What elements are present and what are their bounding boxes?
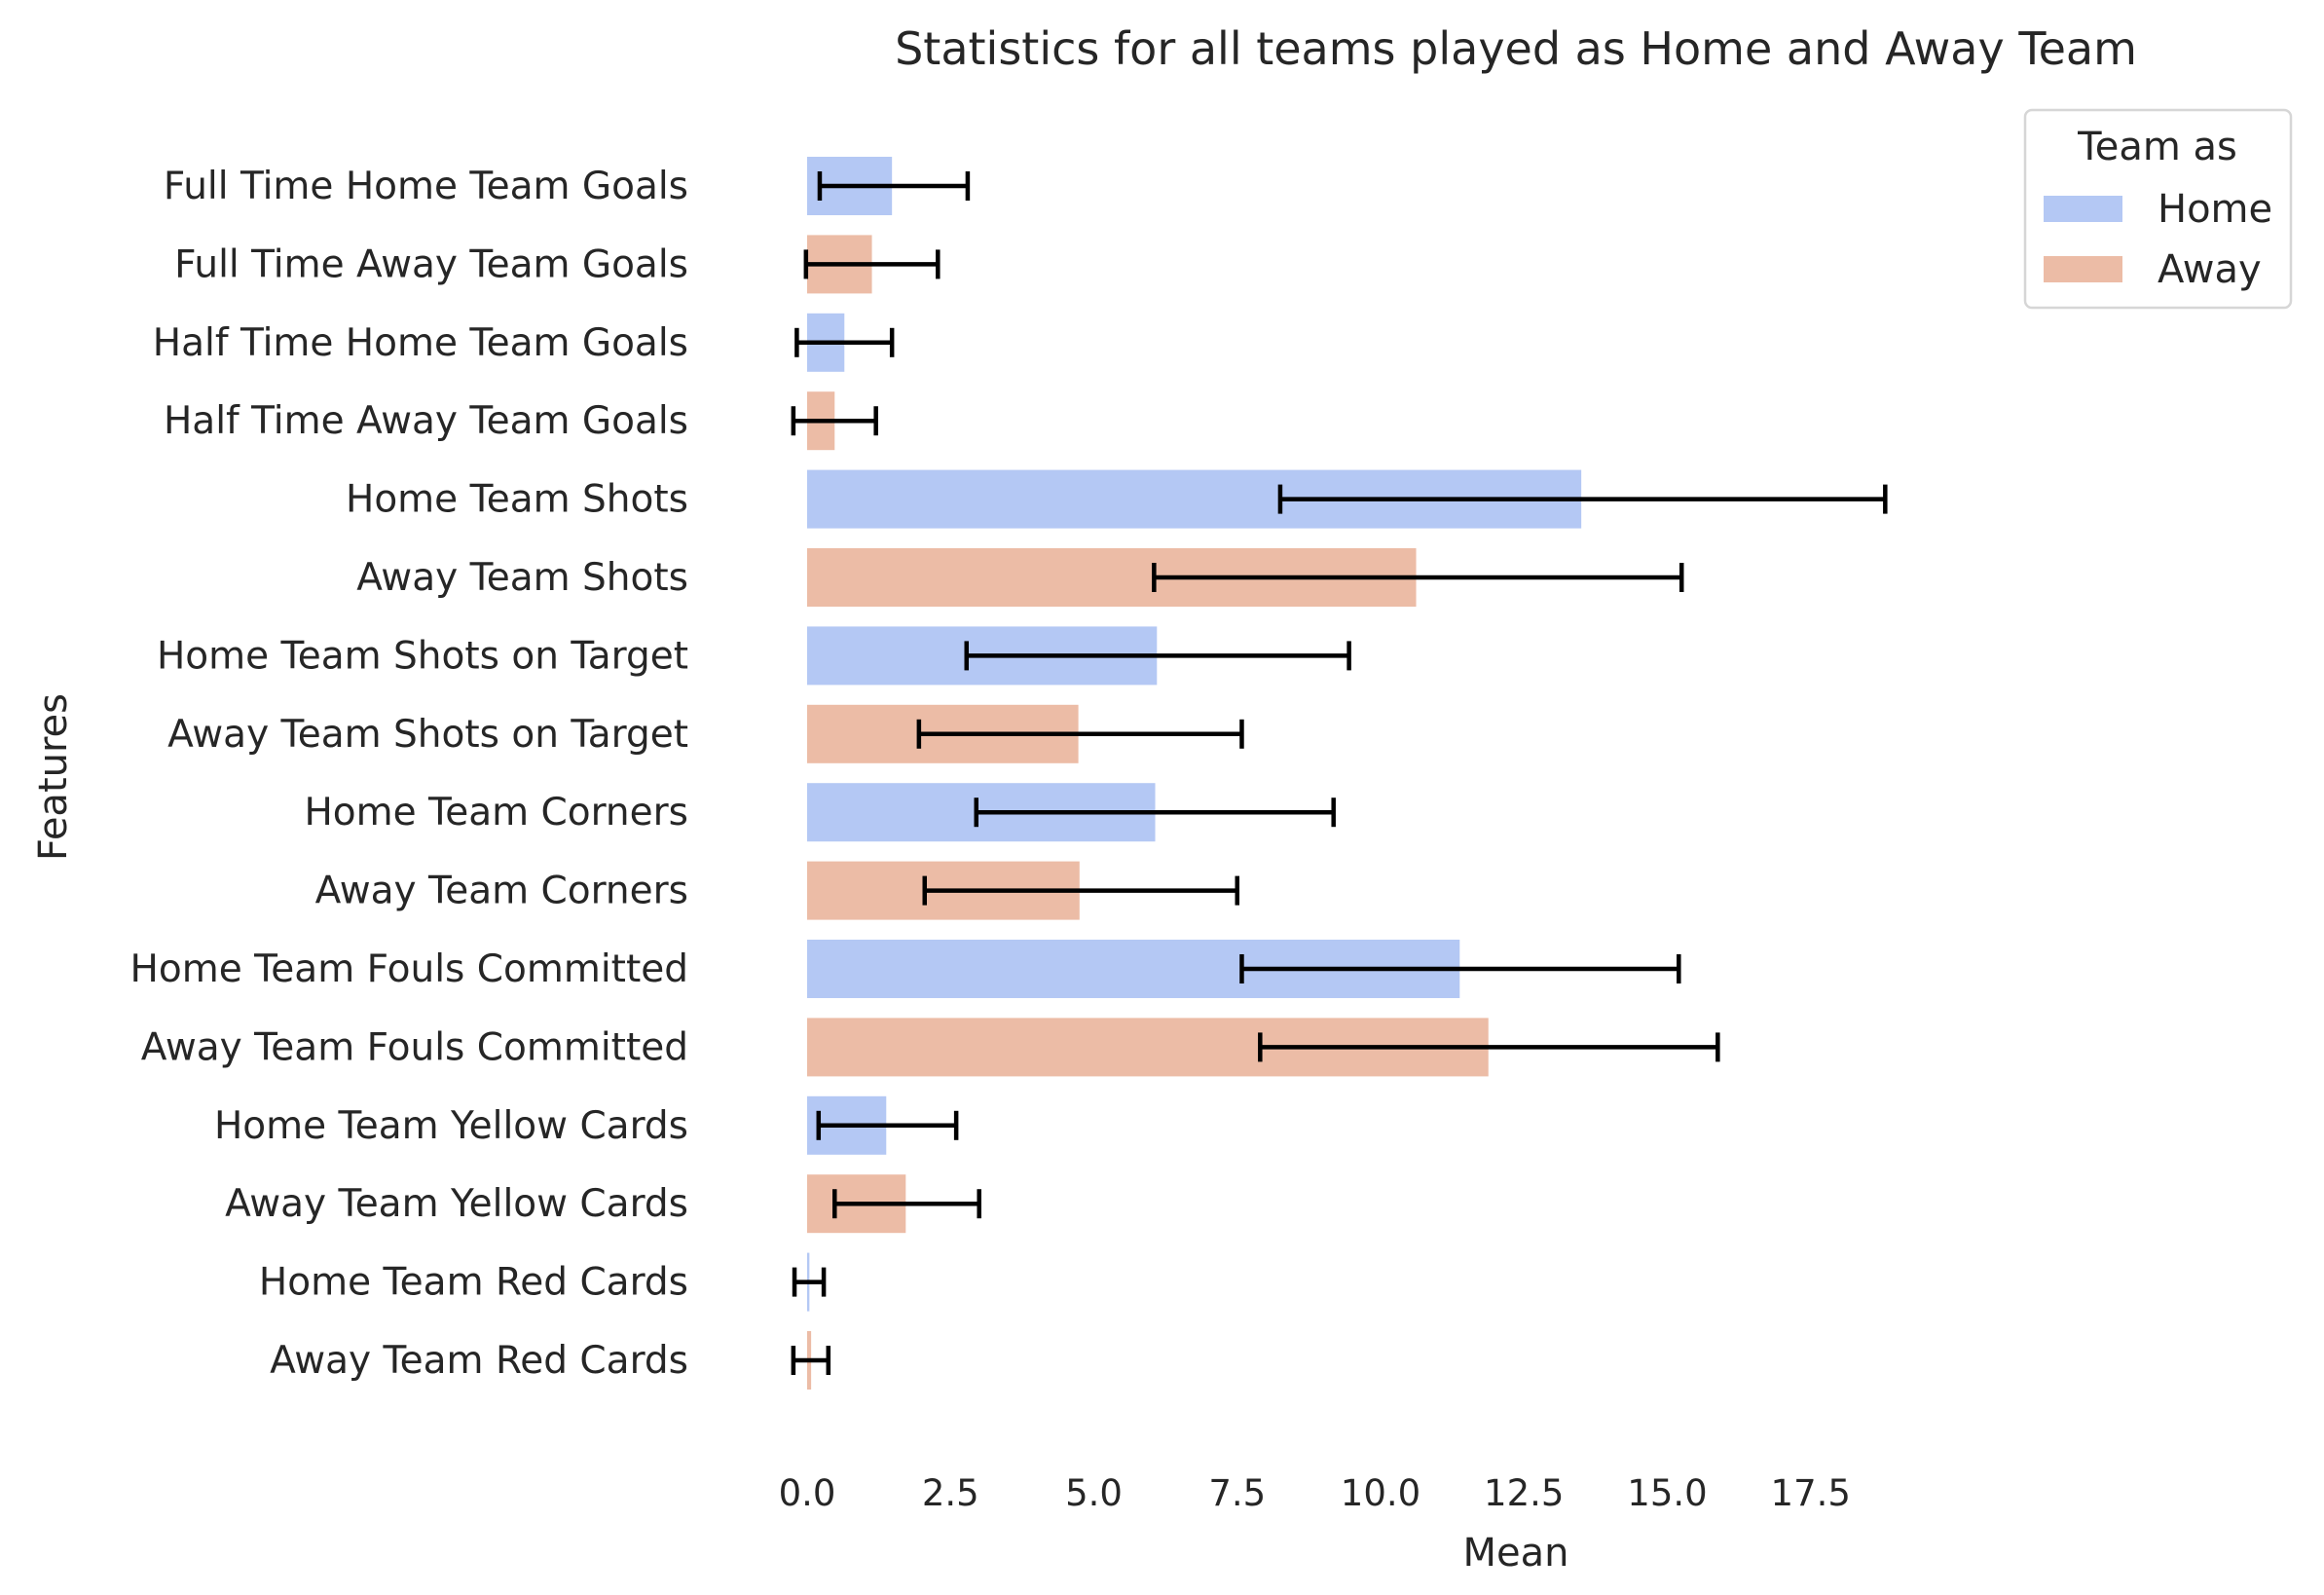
category-label: Home Team Yellow Cards — [214, 1104, 688, 1148]
legend-swatch-home — [2044, 196, 2122, 222]
category-label: Home Team Shots on Target — [157, 634, 688, 678]
legend-title: Team as — [2077, 125, 2237, 169]
category-label: Home Team Corners — [304, 791, 688, 835]
legend-swatch-away — [2044, 256, 2122, 282]
category-label: Full Time Home Team Goals — [164, 165, 688, 208]
category-label: Home Team Red Cards — [259, 1261, 688, 1305]
category-label: Away Team Shots on Target — [167, 713, 688, 757]
category-label: Away Team Corners — [315, 870, 688, 913]
category-labels: Full Time Home Team Goals Full Time Away … — [130, 165, 688, 1383]
y-axis-label: Features — [31, 693, 76, 861]
x-tick-label: 7.5 — [1208, 1472, 1266, 1514]
x-tick-label: 2.5 — [922, 1472, 979, 1514]
legend-label-away: Away — [2158, 247, 2262, 292]
x-tick-label: 15.0 — [1627, 1472, 1707, 1514]
category-label: Away Team Fouls Committed — [141, 1025, 688, 1069]
category-label: Home Team Shots — [346, 478, 688, 522]
x-tick-label: 5.0 — [1065, 1472, 1123, 1514]
x-tick-label: 17.5 — [1771, 1472, 1851, 1514]
chart-title: Statistics for all teams played as Home … — [895, 22, 2137, 75]
legend-label-home: Home — [2158, 187, 2272, 232]
legend: Team as Home Away — [2023, 108, 2293, 310]
category-label: Away Team Red Cards — [270, 1339, 688, 1383]
x-tick-label: 0.0 — [779, 1472, 836, 1514]
error-bars-layer — [791, 171, 1888, 1375]
category-label: Full Time Away Team Goals — [174, 242, 688, 286]
x-axis-label: Mean — [1463, 1531, 1569, 1576]
category-label: Away Team Shots — [356, 556, 688, 600]
category-label: Away Team Yellow Cards — [225, 1182, 688, 1226]
category-label: Half Time Away Team Goals — [164, 399, 688, 443]
x-tick-label: 10.0 — [1341, 1472, 1420, 1514]
x-tick-label: 12.5 — [1484, 1472, 1564, 1514]
category-label: Home Team Fouls Committed — [130, 947, 688, 991]
x-tick-labels: 0.0 2.5 5.0 7.5 10.0 12.5 15.0 17.5 — [779, 1472, 1851, 1514]
category-label: Half Time Home Team Goals — [153, 321, 688, 365]
